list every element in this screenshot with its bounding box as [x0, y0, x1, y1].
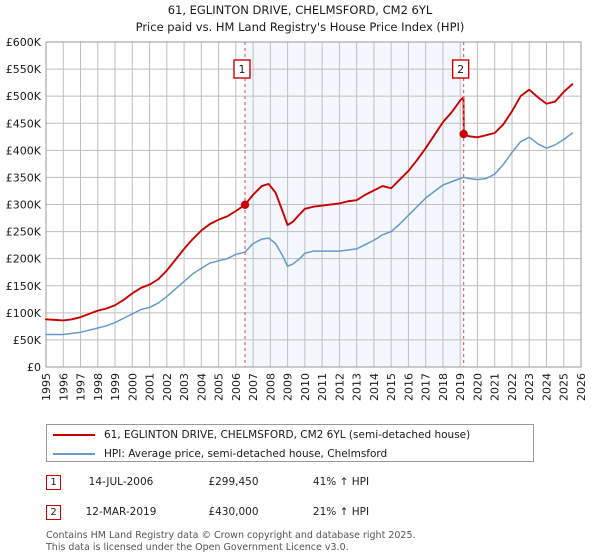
footer-attribution: Contains HM Land Registry data © Crown c…: [46, 530, 586, 553]
legend-label-hpi: HPI: Average price, semi-detached house,…: [104, 447, 388, 460]
txn-price-2: £430,000: [208, 506, 259, 518]
footer-line-1: Contains HM Land Registry data © Crown c…: [46, 530, 416, 541]
y-axis-tick-label: £50K: [13, 334, 42, 347]
page-subtitle: Price paid vs. HM Land Registry's House …: [135, 20, 465, 34]
x-axis-tick-label: 2011: [316, 373, 329, 401]
series-line-property: [45, 83, 574, 322]
page-title: 61, EGLINTON DRIVE, CHELMSFORD, CM2 6YL: [167, 3, 433, 17]
txn-hpi-delta-2: 21% ↑ HPI: [312, 506, 370, 518]
x-axis-tick-label: 1997: [75, 373, 88, 401]
x-axis-tick-label: 2023: [523, 373, 536, 401]
table-row[interactable]: 2 12-MAR-2019 £430,000 21% ↑ HPI: [46, 500, 516, 524]
txn-date-1: 14-JUL-2006: [88, 476, 154, 488]
x-axis-tick-label: 2026: [575, 373, 588, 401]
txn-marker-1: 1: [46, 474, 61, 490]
table-row[interactable]: 1 14-JUL-2006 £299,450 41% ↑ HPI: [46, 470, 516, 494]
x-axis-tick-label: 1995: [40, 373, 53, 401]
x-axis-tick-label: 2004: [195, 373, 208, 401]
y-axis-tick-label: £300K: [6, 199, 42, 212]
marker-label-box[interactable]: [451, 59, 470, 79]
legend-item-hpi: HPI: Average price, semi-detached house,…: [47, 444, 533, 463]
x-axis-tick-label: 2016: [402, 373, 415, 401]
x-axis-tick-label: 2006: [230, 373, 243, 401]
marker-data-point[interactable]: [240, 200, 250, 209]
x-axis-tick-label: 2005: [213, 373, 226, 401]
x-axis-tick-label: 2002: [161, 373, 174, 401]
x-axis-tick-label: 2003: [178, 373, 191, 401]
y-axis-tick-label: £0: [27, 361, 41, 374]
x-axis-tick-label: 2001: [144, 373, 157, 401]
legend-label-property: 61, EGLINTON DRIVE, CHELMSFORD, CM2 6YL …: [104, 428, 471, 441]
marker-label-box[interactable]: [233, 59, 251, 79]
x-axis-tick-label: 2013: [351, 373, 364, 401]
y-axis-tick-label: £550K: [6, 63, 42, 76]
y-axis-tick-label: £200K: [6, 253, 42, 266]
legend-swatch-property: [53, 433, 95, 436]
y-axis-tick-label: £400K: [6, 144, 42, 157]
marker-label-text: 2: [457, 63, 464, 76]
x-axis-tick-label: 2019: [454, 373, 467, 401]
legend-item-property: 61, EGLINTON DRIVE, CHELMSFORD, CM2 6YL …: [47, 425, 533, 444]
marker-data-point[interactable]: [459, 129, 468, 139]
x-axis-tick-label: 2007: [247, 373, 260, 401]
x-axis-tick-label: 2021: [489, 373, 502, 401]
x-axis-tick-label: 2000: [126, 373, 139, 401]
chart-title-block: 61, EGLINTON DRIVE, CHELMSFORD, CM2 6YL …: [0, 2, 600, 36]
txn-price-1: £299,450: [208, 476, 259, 488]
chart-legend: 61, EGLINTON DRIVE, CHELMSFORD, CM2 6YL …: [46, 424, 534, 462]
x-axis-tick-label: 2018: [437, 373, 450, 401]
x-axis-tick-label: 2014: [368, 373, 381, 401]
x-axis-tick-label: 2024: [540, 373, 553, 401]
legend-swatch-hpi: [53, 452, 95, 455]
x-axis-tick-label: 2015: [385, 373, 398, 401]
x-axis-tick-label: 2010: [299, 373, 312, 401]
y-axis-tick-label: £150K: [6, 280, 42, 293]
txn-date-2: 12-MAR-2019: [85, 506, 157, 518]
y-axis-tick-label: £350K: [6, 171, 42, 184]
x-axis-tick-label: 2017: [420, 373, 433, 401]
x-axis-tick-label: 2022: [506, 373, 519, 401]
y-axis-tick-label: £450K: [6, 117, 42, 130]
y-axis-tick-label: £600K: [6, 36, 42, 49]
x-axis-tick-label: 1999: [109, 373, 122, 401]
series-line-hpi: [45, 132, 574, 336]
x-axis-tick-label: 2020: [471, 373, 484, 401]
y-axis-tick-label: £500K: [6, 90, 42, 103]
x-axis-tick-label: 1998: [92, 373, 105, 401]
txn-marker-2: 2: [46, 504, 61, 520]
footer-line-2: This data is licensed under the Open Gov…: [46, 541, 349, 553]
txn-hpi-delta-1: 41% ↑ HPI: [312, 476, 370, 488]
x-axis-tick-label: 2012: [333, 373, 346, 401]
x-axis-tick-label: 2025: [558, 373, 571, 401]
marker-label-text: 1: [238, 63, 245, 76]
x-axis-tick-label: 2008: [264, 373, 277, 401]
y-axis-tick-label: £250K: [6, 226, 42, 239]
y-axis-tick-label: £100K: [6, 307, 42, 320]
x-axis-tick-label: 2009: [282, 373, 295, 401]
plot-area: £0 £50K £100K £150K £200K £250K £300K £350K £400…: [6, 36, 588, 401]
x-axis-tick-label: 1996: [57, 373, 70, 401]
